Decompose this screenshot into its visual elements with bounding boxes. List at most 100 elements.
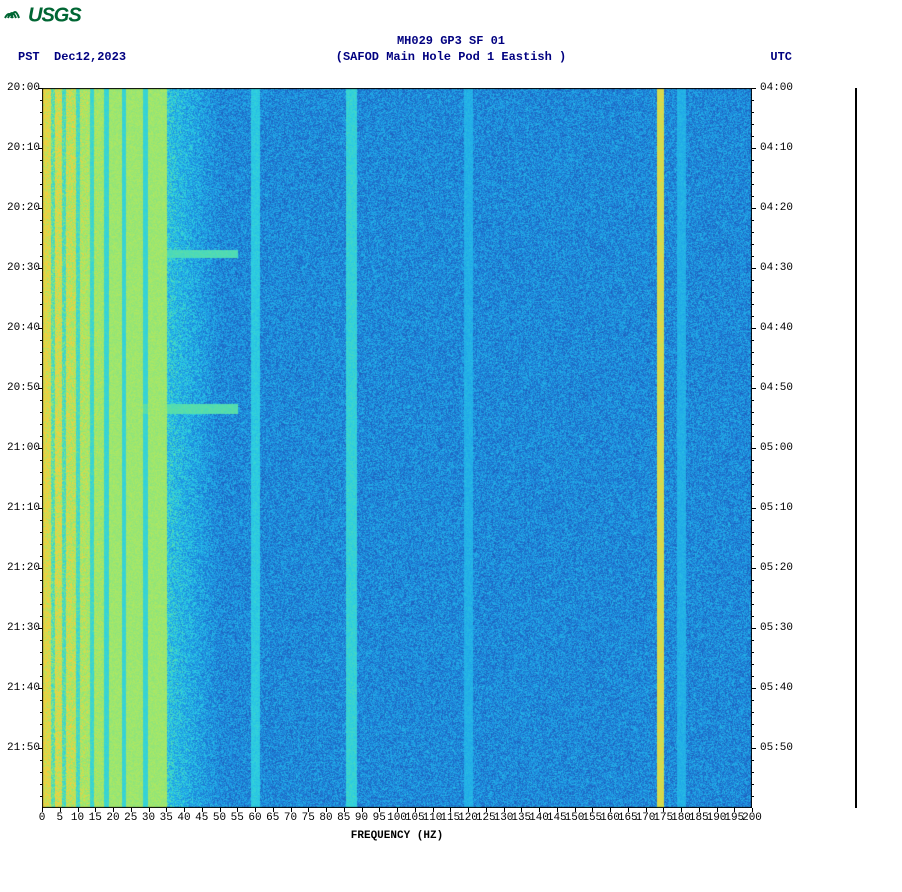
y-left-tick-label: 21:20 bbox=[2, 562, 40, 574]
y-left-minor-tick bbox=[40, 172, 42, 173]
x-tick-label: 40 bbox=[177, 812, 190, 824]
x-tick-mark bbox=[362, 808, 363, 812]
x-tick-mark bbox=[291, 808, 292, 812]
x-tick-label: 45 bbox=[195, 812, 208, 824]
usgs-wave-icon bbox=[4, 4, 26, 28]
y-left-tick-label: 20:50 bbox=[2, 382, 40, 394]
y-left-minor-tick bbox=[40, 112, 42, 113]
y-right-minor-tick bbox=[752, 184, 754, 185]
y-left-tick-label: 20:10 bbox=[2, 142, 40, 154]
y-right-minor-tick bbox=[752, 532, 754, 533]
y-right-minor-tick bbox=[752, 640, 754, 641]
x-tick-label: 75 bbox=[302, 812, 315, 824]
x-tick-mark bbox=[539, 808, 540, 812]
y-right-tick-mark bbox=[752, 568, 756, 569]
x-tick-mark bbox=[131, 808, 132, 812]
spectrogram-plot bbox=[42, 88, 752, 808]
y-left-minor-tick bbox=[40, 124, 42, 125]
x-tick-mark bbox=[95, 808, 96, 812]
y-left-minor-tick bbox=[40, 604, 42, 605]
x-tick-mark bbox=[628, 808, 629, 812]
y-left-minor-tick bbox=[40, 352, 42, 353]
y-left-tick-mark bbox=[38, 148, 42, 149]
y-left-minor-tick bbox=[40, 472, 42, 473]
left-timezone-label: PST Dec12,2023 bbox=[18, 50, 126, 64]
x-tick-label: 30 bbox=[142, 812, 155, 824]
x-tick-label: 60 bbox=[248, 812, 261, 824]
y-right-minor-tick bbox=[752, 460, 754, 461]
y-right-minor-tick bbox=[752, 316, 754, 317]
y-left-tick-mark bbox=[38, 568, 42, 569]
y-left-minor-tick bbox=[40, 616, 42, 617]
x-tick-mark bbox=[113, 808, 114, 812]
y-right-minor-tick bbox=[752, 496, 754, 497]
x-tick-mark bbox=[734, 808, 735, 812]
y-left-minor-tick bbox=[40, 460, 42, 461]
x-tick-label: 80 bbox=[319, 812, 332, 824]
x-tick-mark bbox=[344, 808, 345, 812]
y-left-minor-tick bbox=[40, 640, 42, 641]
x-tick-mark bbox=[149, 808, 150, 812]
y-right-tick-mark bbox=[752, 688, 756, 689]
y-right-minor-tick bbox=[752, 124, 754, 125]
y-left-minor-tick bbox=[40, 532, 42, 533]
x-tick-mark bbox=[699, 808, 700, 812]
y-right-minor-tick bbox=[752, 100, 754, 101]
y-right-minor-tick bbox=[752, 304, 754, 305]
y-left-minor-tick bbox=[40, 376, 42, 377]
usgs-logo: USGS bbox=[4, 4, 81, 28]
x-axis-title: FREQUENCY (HZ) bbox=[42, 830, 752, 842]
y-left-tick-mark bbox=[38, 508, 42, 509]
y-left-minor-tick bbox=[40, 736, 42, 737]
y-right-minor-tick bbox=[752, 652, 754, 653]
y-right-minor-tick bbox=[752, 400, 754, 401]
y-right-minor-tick bbox=[752, 520, 754, 521]
usgs-text: USGS bbox=[28, 4, 81, 26]
y-left-tick-mark bbox=[38, 448, 42, 449]
y-right-minor-tick bbox=[752, 292, 754, 293]
y-right-minor-tick bbox=[752, 484, 754, 485]
x-tick-mark bbox=[166, 808, 167, 812]
chart-title-line2: (SAFOD Main Hole Pod 1 Eastish ) bbox=[0, 50, 902, 64]
y-right-minor-tick bbox=[752, 280, 754, 281]
y-left-minor-tick bbox=[40, 592, 42, 593]
y-right-tick-label: 04:40 bbox=[760, 322, 800, 334]
y-left-minor-tick bbox=[40, 160, 42, 161]
y-right-tick-mark bbox=[752, 268, 756, 269]
y-right-tick-label: 04:10 bbox=[760, 142, 800, 154]
y-right-tick-label: 04:20 bbox=[760, 202, 800, 214]
y-right-minor-tick bbox=[752, 160, 754, 161]
pst-text: PST bbox=[18, 50, 40, 64]
x-tick-mark bbox=[521, 808, 522, 812]
x-tick-mark bbox=[78, 808, 79, 812]
y-left-minor-tick bbox=[40, 520, 42, 521]
y-left-tick-label: 20:20 bbox=[2, 202, 40, 214]
y-right-minor-tick bbox=[752, 556, 754, 557]
x-tick-label: 65 bbox=[266, 812, 279, 824]
y-left-tick-mark bbox=[38, 628, 42, 629]
y-left-tick-mark bbox=[38, 268, 42, 269]
x-tick-mark bbox=[379, 808, 380, 812]
y-left-tick-label: 21:30 bbox=[2, 622, 40, 634]
spectrogram-canvas bbox=[42, 88, 752, 808]
y-left-minor-tick bbox=[40, 796, 42, 797]
y-right-tick-label: 05:20 bbox=[760, 562, 800, 574]
y-right-minor-tick bbox=[752, 736, 754, 737]
y-left-minor-tick bbox=[40, 652, 42, 653]
right-timezone-label: UTC bbox=[770, 50, 792, 64]
y-left-minor-tick bbox=[40, 580, 42, 581]
x-tick-mark bbox=[220, 808, 221, 812]
x-tick-mark bbox=[184, 808, 185, 812]
y-right-minor-tick bbox=[752, 196, 754, 197]
y-left-tick-mark bbox=[38, 208, 42, 209]
y-left-minor-tick bbox=[40, 196, 42, 197]
y-left-minor-tick bbox=[40, 724, 42, 725]
y-right-minor-tick bbox=[752, 676, 754, 677]
y-left-minor-tick bbox=[40, 496, 42, 497]
y-right-minor-tick bbox=[752, 364, 754, 365]
y-left-tick-mark bbox=[38, 388, 42, 389]
y-right-tick-label: 04:30 bbox=[760, 262, 800, 274]
y-left-minor-tick bbox=[40, 760, 42, 761]
y-right-tick-label: 04:00 bbox=[760, 82, 800, 94]
y-right-minor-tick bbox=[752, 112, 754, 113]
